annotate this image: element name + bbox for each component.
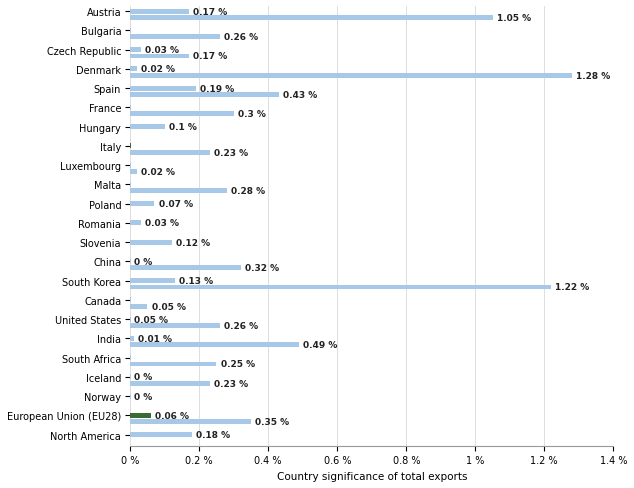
Text: 0.12 %: 0.12 % xyxy=(176,238,210,247)
Text: 0.28 %: 0.28 % xyxy=(231,187,265,196)
Text: 0.03 %: 0.03 % xyxy=(145,46,179,55)
Bar xyxy=(130,48,141,53)
Bar xyxy=(130,86,196,91)
Text: 0.02 %: 0.02 % xyxy=(141,65,175,74)
Bar xyxy=(130,112,234,117)
Text: 0.19 %: 0.19 % xyxy=(200,84,234,93)
Bar xyxy=(130,93,278,98)
Bar xyxy=(130,150,210,155)
Text: 0.26 %: 0.26 % xyxy=(224,321,258,330)
Text: 0.02 %: 0.02 % xyxy=(141,168,175,177)
Bar xyxy=(130,35,220,40)
Text: 0.17 %: 0.17 % xyxy=(193,8,227,17)
Text: 0.13 %: 0.13 % xyxy=(179,277,214,285)
Bar xyxy=(130,413,151,418)
Text: 0.32 %: 0.32 % xyxy=(245,264,279,273)
Bar xyxy=(130,420,251,424)
Bar xyxy=(130,125,165,130)
Text: 1.05 %: 1.05 % xyxy=(496,14,531,23)
Bar xyxy=(130,10,189,15)
Text: 0.17 %: 0.17 % xyxy=(193,52,227,61)
X-axis label: Country significance of total exports: Country significance of total exports xyxy=(276,471,467,481)
Text: 0 %: 0 % xyxy=(134,373,153,382)
Text: 0.26 %: 0.26 % xyxy=(224,33,258,42)
Text: 1.22 %: 1.22 % xyxy=(555,283,590,292)
Text: 0.49 %: 0.49 % xyxy=(304,341,338,349)
Bar xyxy=(130,336,134,341)
Bar xyxy=(130,74,572,79)
Bar xyxy=(130,381,210,386)
Bar xyxy=(130,55,189,59)
Text: 0.35 %: 0.35 % xyxy=(255,417,289,427)
Text: 0.03 %: 0.03 % xyxy=(145,219,179,228)
Bar xyxy=(130,67,137,72)
Text: 0.05 %: 0.05 % xyxy=(134,315,169,324)
Text: 0 %: 0 % xyxy=(134,257,153,266)
Bar xyxy=(130,362,216,366)
Text: 0.43 %: 0.43 % xyxy=(283,91,317,100)
Bar xyxy=(130,170,137,175)
Text: 0.25 %: 0.25 % xyxy=(221,360,255,369)
Text: 0.1 %: 0.1 % xyxy=(169,123,197,132)
Text: 0.3 %: 0.3 % xyxy=(238,110,266,119)
Bar xyxy=(130,16,493,21)
Text: 0.18 %: 0.18 % xyxy=(197,430,231,439)
Bar xyxy=(130,240,172,245)
Bar xyxy=(130,202,154,206)
Text: 1.28 %: 1.28 % xyxy=(576,72,611,81)
Text: 0.01 %: 0.01 % xyxy=(138,334,172,343)
Text: 0.06 %: 0.06 % xyxy=(155,411,189,420)
Text: 0.23 %: 0.23 % xyxy=(214,379,248,388)
Bar xyxy=(130,343,299,347)
Bar xyxy=(130,266,241,270)
Bar xyxy=(130,432,192,437)
Text: 0.23 %: 0.23 % xyxy=(214,148,248,158)
Text: 0 %: 0 % xyxy=(134,392,153,401)
Bar xyxy=(130,324,220,328)
Text: 0.05 %: 0.05 % xyxy=(152,302,186,311)
Bar xyxy=(130,279,175,284)
Text: 0.07 %: 0.07 % xyxy=(158,200,193,209)
Bar xyxy=(130,221,141,226)
Bar xyxy=(130,189,227,194)
Bar xyxy=(130,285,551,290)
Bar xyxy=(130,304,148,309)
